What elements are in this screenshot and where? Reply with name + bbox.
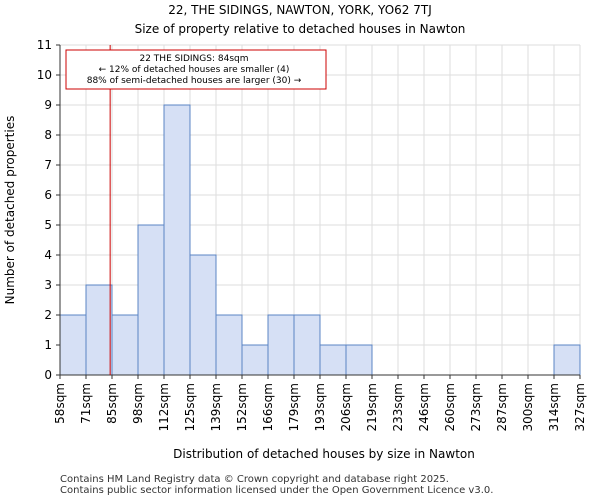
y-tick-label: 4 xyxy=(44,248,52,262)
x-tick-label: 273sqm xyxy=(469,383,483,431)
annotation-border xyxy=(65,49,327,90)
x-tick-label: 85sqm xyxy=(105,383,119,424)
x-tick-label: 246sqm xyxy=(417,383,431,431)
annotation-line-3: 88% of semi-detached houses are larger (… xyxy=(87,76,302,86)
histogram-bar xyxy=(241,344,269,376)
y-tick-label: 0 xyxy=(44,368,52,382)
histogram-bar xyxy=(85,284,113,376)
y-tick-label: 8 xyxy=(44,128,52,142)
x-tick-label: 314sqm xyxy=(547,383,561,431)
x-tick-label: 152sqm xyxy=(235,383,249,431)
histogram-bar xyxy=(319,344,347,376)
histogram-chart: 22, THE SIDINGS, NAWTON, YORK, YO62 7TJ … xyxy=(3,3,587,461)
annotation-line-1: 22 THE SIDINGS: 84sqm xyxy=(139,54,248,64)
y-tick-label: 10 xyxy=(37,68,52,82)
annotation-box: 22 THE SIDINGS: 84sqm ← 12% of detached … xyxy=(65,49,327,90)
x-tick-label: 287sqm xyxy=(495,383,509,431)
bars xyxy=(59,104,581,376)
x-tick-label: 260sqm xyxy=(443,383,457,431)
histogram-bar xyxy=(137,224,165,376)
chart-subtitle: Size of property relative to detached ho… xyxy=(135,22,466,36)
x-tick-label: 125sqm xyxy=(183,383,197,431)
histogram-bar xyxy=(267,314,295,376)
x-tick-label: 139sqm xyxy=(209,383,223,431)
y-tick-label: 1 xyxy=(44,338,52,352)
annotation-line-2: ← 12% of detached houses are smaller (4) xyxy=(99,65,290,75)
y-tick-label: 6 xyxy=(44,188,52,202)
histogram-bar xyxy=(189,254,217,376)
y-tick-label: 7 xyxy=(44,158,52,172)
footer: Contains HM Land Registry data © Crown c… xyxy=(60,474,493,496)
histogram-bar xyxy=(215,314,243,376)
x-axis-label: Distribution of detached houses by size … xyxy=(173,447,475,461)
y-axis-label: Number of detached properties xyxy=(3,116,17,305)
histogram-bar xyxy=(293,314,321,376)
histogram-bar xyxy=(345,344,373,376)
x-tick-label: 206sqm xyxy=(339,383,353,431)
y-tick-labels: 0 1 2 3 4 5 6 7 8 9 10 11 xyxy=(37,38,60,382)
y-tick-label: 5 xyxy=(44,218,52,232)
x-tick-label: 58sqm xyxy=(53,383,67,424)
histogram-bar xyxy=(111,314,139,376)
footer-line-2: Contains public sector information licen… xyxy=(60,485,494,496)
x-tick-label: 327sqm xyxy=(573,383,587,431)
histogram-bar xyxy=(59,314,87,376)
y-tick-label: 11 xyxy=(37,38,52,52)
y-tick-label: 2 xyxy=(44,308,52,322)
x-tick-label: 233sqm xyxy=(391,383,405,431)
x-tick-label: 112sqm xyxy=(157,383,171,431)
x-tick-label: 71sqm xyxy=(79,383,93,424)
chart-title: 22, THE SIDINGS, NAWTON, YORK, YO62 7TJ xyxy=(168,3,432,17)
histogram-bar xyxy=(163,104,191,376)
footer-line-1: Contains HM Land Registry data © Crown c… xyxy=(60,474,449,485)
x-tick-labels: 58sqm 71sqm 85sqm 98sqm 112sqm 125sqm 139sqm 15… xyxy=(53,375,587,431)
histogram-bar xyxy=(553,344,581,376)
y-tick-label: 3 xyxy=(44,278,52,292)
x-tick-label: 179sqm xyxy=(287,383,301,431)
x-tick-label: 98sqm xyxy=(131,383,145,424)
y-tick-label: 9 xyxy=(44,98,52,112)
x-tick-label: 300sqm xyxy=(521,383,535,431)
x-tick-label: 193sqm xyxy=(313,383,327,431)
x-tick-label: 166sqm xyxy=(261,383,275,431)
x-tick-label: 219sqm xyxy=(365,383,379,431)
